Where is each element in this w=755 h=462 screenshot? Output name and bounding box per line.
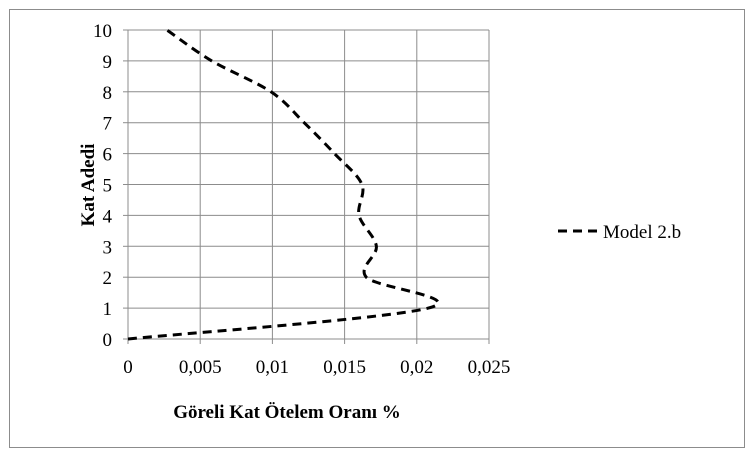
series-line-model-2b [127, 28, 440, 341]
tick-labels: 0 0,005 0,01 0,015 0,02 0,025 0 1 2 3 4 5 6 7 8 9 10 [93, 21, 510, 378]
y-tick-label: 1 [103, 299, 113, 320]
legend-label-model-2b: Model 2.b [603, 222, 681, 243]
x-tick-label: 0,025 [468, 357, 511, 378]
x-axis-title: Göreli Kat Ötelem Oranı % [173, 402, 401, 423]
series-lines [127, 28, 440, 341]
x-tick-label: 0,015 [323, 357, 366, 378]
axes [123, 29, 490, 344]
legend: Model 2.b [558, 222, 681, 243]
y-tick-label: 2 [103, 268, 113, 289]
y-tick-label: 9 [103, 52, 113, 73]
y-tick-label: 5 [103, 176, 113, 197]
x-tick-label: 0,01 [256, 357, 289, 378]
y-tick-label: 0 [103, 330, 113, 351]
chart-border [9, 9, 745, 448]
y-tick-label: 3 [103, 237, 113, 258]
x-tick-label: 0 [123, 357, 133, 378]
y-tick-label: 6 [103, 145, 113, 166]
y-axis-title: Kat Adedi [78, 144, 99, 227]
x-tick-label: 0,005 [179, 357, 222, 378]
y-tick-label: 10 [93, 21, 112, 42]
y-tick-label: 4 [103, 206, 113, 227]
x-tick-label: 0,02 [400, 357, 433, 378]
y-tick-label: 8 [103, 83, 113, 104]
y-tick-label: 7 [103, 114, 113, 135]
